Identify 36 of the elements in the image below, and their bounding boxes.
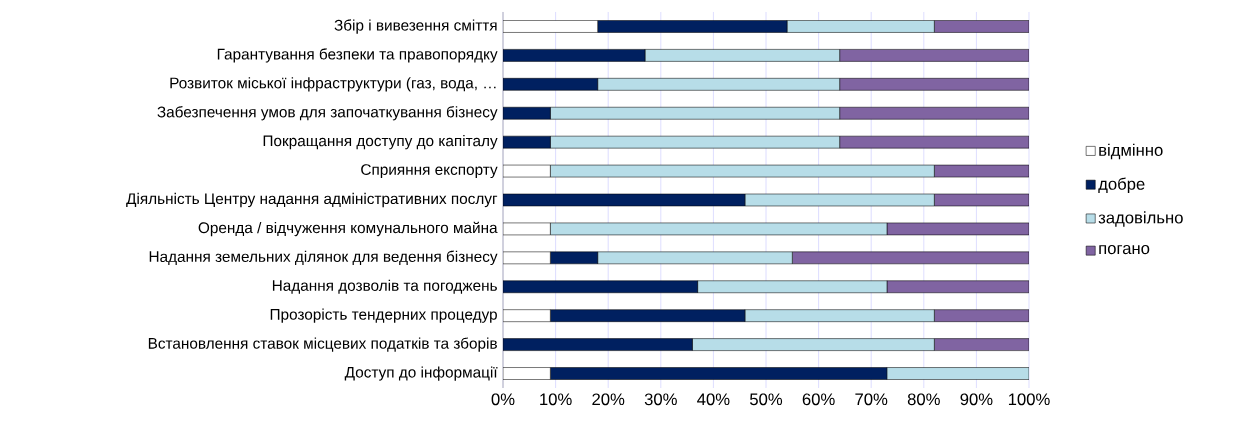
x-tick-label: 80%: [907, 393, 940, 406]
x-tick-label: 50%: [749, 393, 783, 406]
legend-label: відмінно: [1099, 143, 1163, 160]
y-tick-label: Збір і вивезення сміття: [334, 19, 497, 34]
y-tick-label: Сприяння експорту: [361, 164, 498, 179]
x-tick-label: 70%: [855, 393, 888, 406]
y-tick-label: Доступ до інформації: [344, 366, 498, 381]
y-tick-label: Оренда / відчуження комунального майна: [198, 221, 498, 237]
x-tick-label: 20%: [592, 393, 625, 406]
x-tick-label: 10%: [540, 393, 572, 406]
x-tick-label: 40%: [697, 393, 730, 406]
y-tick-label: Прозорість тендерних процедур: [270, 308, 497, 323]
bar: [934, 20, 1029, 33]
legend-label: задовільно: [1098, 211, 1183, 227]
y-tick-label: Встановлення ставок місцевих податків та зборів: [148, 337, 497, 352]
y-tick-label: Діяльність Центру надання адміністративних послуг: [126, 192, 498, 208]
x-tick-label: 100%: [1008, 393, 1050, 406]
bar: [934, 309, 1029, 322]
y-tick-label: Надання земельних ділянок для ведення бізнесу: [149, 250, 498, 266]
bar: [886, 280, 1029, 294]
bar: [934, 338, 1029, 351]
bar: [839, 78, 1029, 91]
legend-label: погано: [1099, 244, 1150, 255]
y-tick-label: Гарантування безпеки та правопорядку: [217, 48, 498, 63]
bar: [839, 106, 1029, 120]
y-tick-label: Надання дозволів та погоджень: [272, 279, 497, 294]
x-tick-label: 90%: [960, 393, 993, 406]
legend-label: добре: [1098, 177, 1145, 194]
x-tick-label: 0%: [491, 393, 515, 406]
bar: [839, 49, 1029, 62]
y-tick-label: Покращання доступу до капіталу: [263, 135, 498, 150]
bar: [792, 251, 1029, 265]
y-tick-label: Розвиток міської інфраструктури (газ, вода, …: [170, 77, 496, 92]
y-tick-label: Забезпечення умов для започаткування бізнесу: [157, 106, 498, 121]
x-tick-label: 30%: [644, 393, 677, 406]
x-tick-label: 60%: [802, 393, 835, 406]
